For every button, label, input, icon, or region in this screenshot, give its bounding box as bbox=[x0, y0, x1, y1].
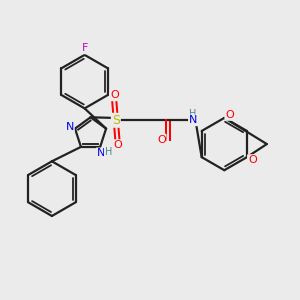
Text: H: H bbox=[189, 109, 197, 119]
Text: N: N bbox=[65, 122, 74, 132]
Text: O: O bbox=[157, 135, 166, 145]
Text: H: H bbox=[105, 147, 112, 157]
Text: O: O bbox=[113, 140, 122, 150]
Text: O: O bbox=[225, 110, 234, 120]
Text: N: N bbox=[97, 148, 105, 158]
Text: O: O bbox=[110, 90, 119, 100]
Text: N: N bbox=[189, 115, 197, 125]
Text: S: S bbox=[112, 114, 120, 127]
Text: O: O bbox=[248, 155, 257, 165]
Text: F: F bbox=[81, 44, 88, 53]
